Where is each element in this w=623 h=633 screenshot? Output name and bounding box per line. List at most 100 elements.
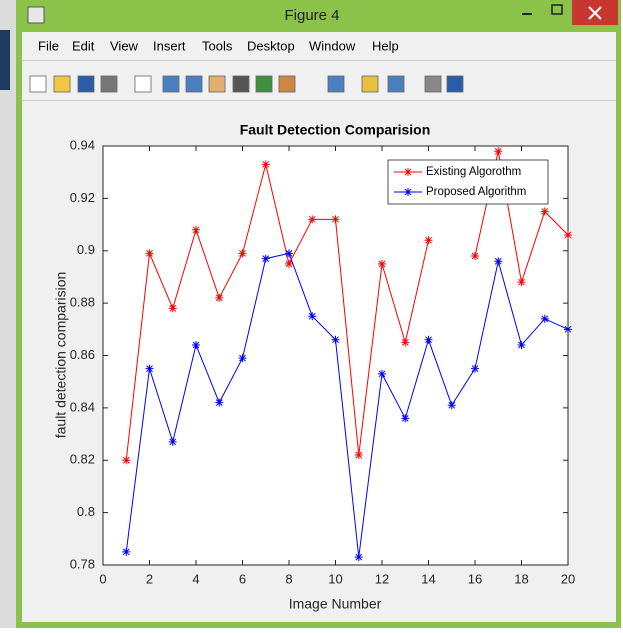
menu-item[interactable]: Insert (153, 38, 186, 53)
data-marker (122, 456, 131, 465)
menu-item[interactable]: Edit (72, 38, 95, 53)
x-tick-label: 8 (285, 571, 292, 586)
data-marker (238, 249, 247, 258)
x-tick-label: 4 (192, 571, 199, 586)
data-marker (424, 236, 433, 245)
toolbar-button[interactable] (446, 75, 464, 93)
y-tick-label: 0.92 (70, 190, 95, 205)
x-tick-label: 18 (514, 571, 528, 586)
data-marker (401, 414, 410, 423)
menu-item[interactable]: Help (372, 38, 399, 53)
y-axis-label: fault detection comparision (53, 272, 69, 439)
data-marker (424, 335, 433, 344)
x-tick-label: 0 (99, 571, 106, 586)
data-marker (471, 364, 479, 373)
data-marker (168, 437, 177, 446)
toolbar-button[interactable] (53, 75, 71, 93)
y-tick-label: 0.86 (70, 347, 95, 362)
toolbar-button[interactable] (100, 75, 118, 93)
separator (22, 60, 616, 61)
legend-marker (404, 168, 412, 176)
data-marker (540, 207, 549, 216)
data-marker (215, 293, 224, 302)
y-tick-label: 0.84 (70, 399, 95, 414)
y-tick-label: 0.88 (70, 295, 95, 310)
data-marker (192, 341, 200, 350)
y-tick-label: 0.82 (70, 452, 95, 467)
data-marker (540, 314, 549, 323)
toolbar-button[interactable] (361, 75, 379, 93)
legend-box (387, 159, 549, 205)
x-tick-label: 16 (468, 571, 482, 586)
data-marker (331, 335, 340, 344)
data-marker (122, 547, 131, 556)
data-marker (308, 215, 317, 224)
toolbar-button[interactable] (208, 75, 226, 93)
data-marker (378, 369, 386, 378)
y-tick-label: 0.9 (77, 242, 95, 257)
toolbar-button[interactable] (29, 75, 47, 93)
toolbar-button[interactable] (232, 75, 250, 93)
legend-label: Existing Algorothm (426, 166, 521, 178)
toolbar (29, 75, 464, 93)
y-tick-label: 0.94 (70, 137, 95, 152)
menu-item[interactable]: Tools (202, 38, 233, 53)
x-tick-label: 14 (421, 571, 435, 586)
x-axis-label: Image Number (289, 596, 382, 612)
y-tick-label: 0.78 (70, 556, 95, 571)
data-marker (517, 278, 526, 287)
toolbar-button[interactable] (77, 75, 95, 93)
window-title: Figure 4 (284, 7, 339, 24)
toolbar-button[interactable] (185, 75, 203, 93)
x-tick-label: 6 (239, 571, 246, 586)
toolbar-button[interactable] (387, 75, 405, 93)
background-app (0, 30, 10, 90)
data-marker (261, 254, 270, 263)
toolbar-button[interactable] (134, 75, 152, 93)
toolbar-button[interactable] (327, 75, 345, 93)
menu-item[interactable]: Desktop (247, 38, 295, 53)
data-marker (517, 341, 526, 350)
data-marker (285, 249, 293, 258)
data-marker (378, 259, 386, 268)
data-marker (494, 147, 503, 156)
data-marker (145, 249, 154, 258)
maximize-button[interactable] (551, 4, 563, 15)
data-marker (494, 257, 503, 266)
toolbar-button[interactable] (255, 75, 273, 93)
data-marker (145, 364, 154, 373)
data-marker (215, 398, 224, 407)
data-marker (308, 312, 317, 321)
legend-label: Proposed Algorithm (426, 186, 526, 198)
menu-item[interactable]: Window (309, 38, 356, 53)
legend-marker (404, 188, 412, 196)
toolbar-button[interactable] (162, 75, 180, 93)
toolbar-button[interactable] (278, 75, 296, 93)
x-tick-label: 2 (146, 571, 153, 586)
data-marker (168, 304, 177, 313)
x-tick-label: 12 (375, 571, 389, 586)
data-marker (331, 215, 340, 224)
data-marker (354, 553, 363, 562)
menu-item[interactable]: File (38, 38, 59, 53)
x-tick-label: 10 (328, 571, 342, 586)
data-marker (285, 259, 293, 268)
chart-title: Fault Detection Comparision (240, 122, 431, 138)
menu-item[interactable]: View (110, 38, 139, 53)
separator (22, 100, 616, 101)
data-marker (401, 338, 410, 347)
background-app (0, 0, 20, 628)
y-tick-label: 0.8 (77, 504, 95, 519)
data-marker (447, 401, 456, 410)
data-marker (261, 160, 270, 169)
series-line (125, 252, 569, 558)
data-marker (354, 451, 363, 460)
toolbar-button[interactable] (424, 75, 442, 93)
plot-area (102, 145, 569, 566)
data-marker (471, 251, 479, 260)
data-marker (564, 231, 572, 240)
close-icon (588, 6, 602, 20)
data-marker (564, 325, 572, 334)
